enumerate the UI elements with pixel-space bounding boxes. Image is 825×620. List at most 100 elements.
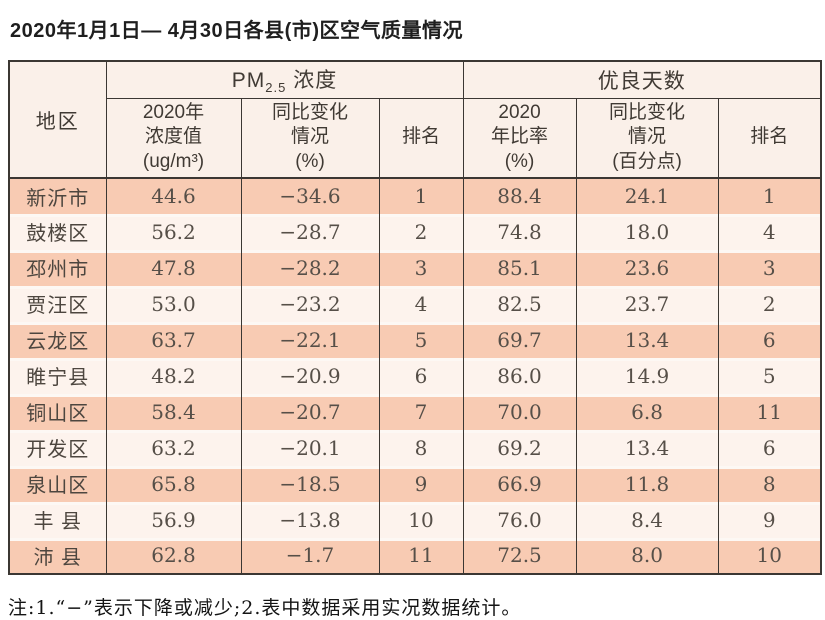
days-rank-cell: 10 (717, 537, 822, 574)
col-header-days-change: 同比变化 情况 (百分点) (575, 98, 719, 179)
days-rank-cell: 1 (717, 177, 822, 214)
region-cell: 睢宁县 (8, 357, 107, 394)
table-row: 开发区 63.2 −20.1 8 69.2 13.4 6 (8, 429, 822, 466)
table-row: 铜山区 58.4 −20.7 7 70.0 6.8 11 (8, 393, 822, 430)
pm-value-cell: 63.7 (105, 321, 242, 358)
days-ratio-cell: 74.8 (462, 213, 577, 250)
days-rank-cell: 6 (717, 321, 822, 358)
pm-rank-cell: 7 (378, 393, 464, 430)
region-cell: 铜山区 (8, 393, 107, 430)
days-ratio-cell: 72.5 (462, 537, 577, 574)
pm25-label-prefix: PM (231, 69, 266, 93)
col-header-days-ratio: 2020 年比率 (%) (462, 98, 577, 179)
pm-change-cell: −1.7 (240, 537, 380, 574)
col-header-pm-change: 同比变化 情况 (%) (240, 98, 380, 179)
table-row: 贾汪区 53.0 −23.2 4 82.5 23.7 2 (8, 285, 822, 322)
pm-rank-cell: 5 (378, 321, 464, 358)
region-cell: 沛 县 (8, 537, 107, 574)
region-cell: 邳州市 (8, 249, 107, 286)
pm-rank-cell: 1 (378, 177, 464, 214)
table-row: 睢宁县 48.2 −20.9 6 86.0 14.9 5 (8, 357, 822, 394)
region-cell: 云龙区 (8, 321, 107, 358)
days-rank-cell: 2 (717, 285, 822, 322)
pm-change-cell: −28.2 (240, 249, 380, 286)
pm-rank-cell: 4 (378, 285, 464, 322)
pm-value-cell: 53.0 (105, 285, 242, 322)
table-row: 云龙区 63.7 −22.1 5 69.7 13.4 6 (8, 321, 822, 358)
days-change-cell: 14.9 (575, 357, 719, 394)
days-change-cell: 8.4 (575, 501, 719, 538)
col-group-good-days: 优良天数 (462, 61, 822, 99)
pm25-label-subscript: 2.5 (265, 80, 287, 96)
days-rank-cell: 6 (717, 429, 822, 466)
pm-change-cell: −20.9 (240, 357, 380, 394)
days-ratio-cell: 70.0 (462, 393, 577, 430)
pm-rank-cell: 8 (378, 429, 464, 466)
pm-value-cell: 58.4 (105, 393, 242, 430)
days-ratio-cell: 86.0 (462, 357, 577, 394)
days-change-cell: 23.6 (575, 249, 719, 286)
region-cell: 鼓楼区 (8, 213, 107, 250)
air-quality-table: 地区 PM2.5 浓度 优良天数 2020年 浓度值 (ug/m³) 同比变化 … (8, 60, 823, 575)
pm-change-cell: −18.5 (240, 465, 380, 502)
days-rank-cell: 8 (717, 465, 822, 502)
days-rank-cell: 4 (717, 213, 822, 250)
pm-change-cell: −20.1 (240, 429, 380, 466)
days-change-cell: 18.0 (575, 213, 719, 250)
col-group-pm25: PM2.5 浓度 (105, 61, 464, 99)
days-ratio-cell: 69.7 (462, 321, 577, 358)
pm-rank-cell: 2 (378, 213, 464, 250)
region-cell: 新沂市 (8, 177, 107, 214)
page-title: 2020年1月1日— 4月30日各县(市)区空气质量情况 (10, 20, 463, 42)
pm-value-cell: 48.2 (105, 357, 242, 394)
pm-rank-cell: 9 (378, 465, 464, 502)
pm-value-cell: 56.2 (105, 213, 242, 250)
table-row: 丰 县 56.9 −13.8 10 76.0 8.4 9 (8, 501, 822, 538)
pm-change-cell: −28.7 (240, 213, 380, 250)
days-change-cell: 23.7 (575, 285, 719, 322)
pm25-label-suffix: 浓度 (286, 69, 338, 93)
col-header-days-rank: 排名 (717, 98, 822, 179)
table-body: 新沂市 44.6 −34.6 1 88.4 24.1 1 鼓楼区 56.2 −2… (8, 177, 822, 574)
pm-change-cell: −22.1 (240, 321, 380, 358)
days-rank-cell: 3 (717, 249, 822, 286)
pm-rank-cell: 6 (378, 357, 464, 394)
days-change-cell: 24.1 (575, 177, 719, 214)
days-change-cell: 6.8 (575, 393, 719, 430)
region-cell: 泉山区 (8, 465, 107, 502)
days-ratio-cell: 66.9 (462, 465, 577, 502)
table-row: 邳州市 47.8 −28.2 3 85.1 23.6 3 (8, 249, 822, 286)
pm-value-cell: 44.6 (105, 177, 242, 214)
table-row: 泉山区 65.8 −18.5 9 66.9 11.8 8 (8, 465, 822, 502)
pm-value-cell: 65.8 (105, 465, 242, 502)
days-ratio-cell: 76.0 (462, 501, 577, 538)
pm-value-cell: 62.8 (105, 537, 242, 574)
days-ratio-cell: 82.5 (462, 285, 577, 322)
region-cell: 丰 县 (8, 501, 107, 538)
table-row: 沛 县 62.8 −1.7 11 72.5 8.0 10 (8, 537, 822, 574)
col-header-pm-value: 2020年 浓度值 (ug/m³) (105, 98, 242, 179)
days-rank-cell: 5 (717, 357, 822, 394)
region-cell: 贾汪区 (8, 285, 107, 322)
days-rank-cell: 9 (717, 501, 822, 538)
days-ratio-cell: 69.2 (462, 429, 577, 466)
col-header-pm-rank: 排名 (378, 98, 464, 179)
pm-change-cell: −13.8 (240, 501, 380, 538)
pm-rank-cell: 3 (378, 249, 464, 286)
pm-change-cell: −34.6 (240, 177, 380, 214)
region-cell: 开发区 (8, 429, 107, 466)
pm-rank-cell: 10 (378, 501, 464, 538)
days-change-cell: 13.4 (575, 429, 719, 466)
pm-rank-cell: 11 (378, 537, 464, 574)
pm-value-cell: 63.2 (105, 429, 242, 466)
days-ratio-cell: 85.1 (462, 249, 577, 286)
table-row: 新沂市 44.6 −34.6 1 88.4 24.1 1 (8, 177, 822, 214)
table-row: 鼓楼区 56.2 −28.7 2 74.8 18.0 4 (8, 213, 822, 250)
days-rank-cell: 11 (717, 393, 822, 430)
days-change-cell: 13.4 (575, 321, 719, 358)
col-header-region: 地区 (8, 61, 107, 179)
days-change-cell: 11.8 (575, 465, 719, 502)
footnote: 注:1.“−”表示下降或减少;2.表中数据采用实况数据统计。 (8, 596, 522, 619)
pm-change-cell: −20.7 (240, 393, 380, 430)
